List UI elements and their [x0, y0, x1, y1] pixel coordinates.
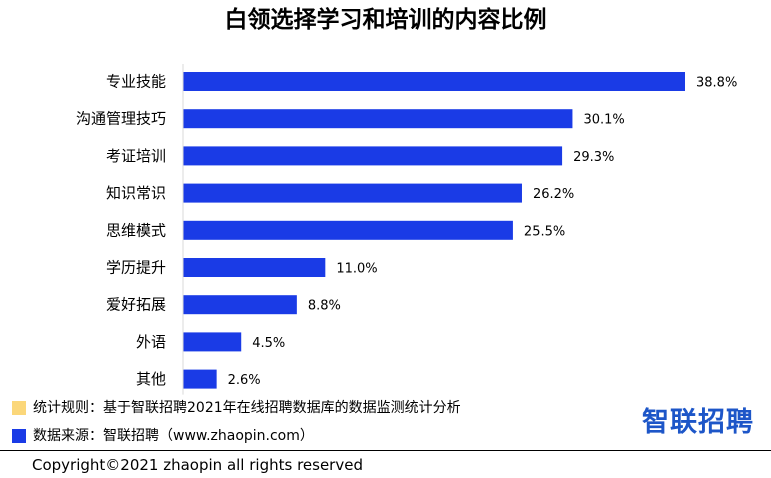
value-label: 30.1% — [583, 113, 624, 128]
bar — [183, 258, 326, 277]
value-label: 8.8% — [308, 299, 341, 314]
category-label: 其他 — [136, 370, 166, 388]
footer-divider — [0, 450, 771, 451]
statistics-rule-note: 统计规则：基于智联招聘2021年在线招聘数据库的数据监测统计分析 — [12, 398, 461, 418]
data-source-text: 数据来源：智联招聘（www.zhaopin.com） — [33, 428, 314, 444]
bar — [183, 146, 563, 166]
category-label: 沟通管理技巧 — [76, 110, 166, 128]
data-source-note: 数据来源：智联招聘（www.zhaopin.com） — [12, 426, 314, 446]
statistics-rule-text: 统计规则：基于智联招聘2021年在线招聘数据库的数据监测统计分析 — [33, 400, 461, 416]
blue-square-icon — [12, 429, 26, 443]
copyright-text: Copyright©2021 zhaopin all rights reserv… — [32, 456, 363, 474]
zhaopin-logo: 智联招聘 — [642, 407, 754, 438]
value-label: 38.8% — [696, 76, 737, 91]
category-label: 知识常识 — [106, 184, 166, 202]
category-label: 学历提升 — [106, 259, 166, 277]
category-label: 考证培训 — [106, 147, 166, 165]
bar — [183, 109, 573, 129]
bar-chart: 专业技能 38.8% 沟通管理技巧 30.1% 考证培训 29.3% 知识常识 26.2% 思维… — [76, 64, 737, 395]
category-label: 专业技能 — [106, 73, 166, 91]
bar — [183, 183, 522, 203]
chart-title: 白领选择学习和培训的内容比例 — [224, 7, 547, 33]
bar — [183, 72, 685, 91]
bar — [183, 332, 242, 352]
category-label: 爱好拓展 — [106, 296, 166, 314]
value-label: 11.0% — [336, 262, 377, 277]
yellow-square-icon — [12, 401, 26, 415]
bar — [183, 369, 217, 389]
bar — [183, 220, 513, 240]
value-label: 25.5% — [524, 224, 565, 239]
bar — [183, 295, 297, 315]
value-label: 29.3% — [573, 150, 614, 165]
value-label: 2.6% — [228, 373, 261, 388]
category-label: 思维模式 — [106, 221, 166, 239]
value-label: 26.2% — [533, 187, 574, 202]
value-label: 4.5% — [252, 336, 285, 351]
category-label: 外语 — [136, 333, 166, 351]
